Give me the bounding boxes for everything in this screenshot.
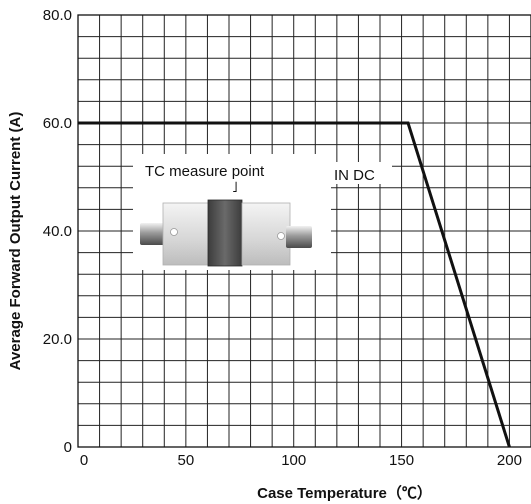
y-tick-labels: 0 20.0 40.0 60.0 80.0 — [43, 7, 72, 456]
inset-pointer: ˩ — [232, 179, 238, 196]
y-tick-label: 20.0 — [43, 331, 72, 348]
x-axis-title: Case Temperature（℃） — [257, 484, 432, 502]
x-tick-label: 0 — [80, 452, 88, 469]
left-lead — [140, 223, 170, 245]
series-line — [78, 121, 511, 448]
x-tick-labels: 0 50 100 150 200 — [80, 452, 522, 469]
right-hole — [277, 232, 285, 240]
dc-label: IN DC — [334, 167, 375, 184]
x-tick-label: 150 — [389, 452, 414, 469]
y-tick-label: 40.0 — [43, 223, 72, 240]
y-tick-label: 80.0 — [43, 7, 72, 24]
left-hole — [170, 228, 178, 236]
inset-label: TC measure point — [145, 163, 265, 180]
center-block — [207, 199, 243, 267]
grid — [77, 14, 531, 448]
left-body — [162, 202, 210, 266]
y-axis-title: Average Forward Output Current (A) — [7, 112, 24, 371]
dc-label-bg — [330, 162, 392, 184]
plot-frame — [77, 14, 531, 448]
x-tick-label: 100 — [281, 452, 306, 469]
y-tick-label: 0 — [64, 439, 72, 456]
right-lead — [286, 226, 312, 248]
inset-diode-image: TC measure point ˩ — [133, 154, 331, 270]
x-tick-label: 200 — [497, 452, 522, 469]
x-tick-label: 50 — [178, 452, 195, 469]
y-tick-label: 60.0 — [43, 115, 72, 132]
